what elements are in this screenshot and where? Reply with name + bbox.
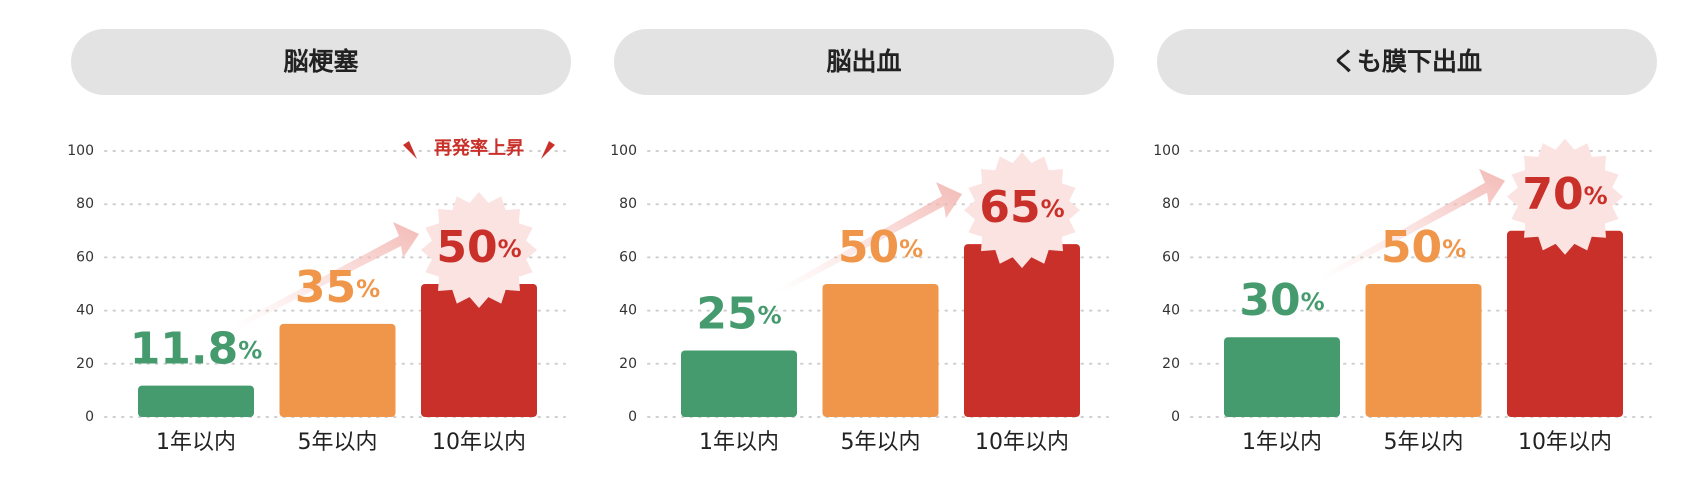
value-label: 35%: [295, 262, 380, 313]
annotation-tick: [403, 141, 417, 159]
chart-title: くも膜下出血: [1332, 47, 1482, 76]
bar: [822, 284, 939, 417]
trend-arrow: [1322, 168, 1505, 282]
value-label: 65%: [979, 182, 1064, 233]
bar: [279, 323, 396, 417]
y-tick-label: 0: [1171, 409, 1180, 425]
trend-arrow: [236, 222, 419, 330]
x-tick-label: 10年以内: [1518, 430, 1612, 455]
title-pill: [614, 29, 1114, 95]
y-tick-label: 100: [67, 143, 94, 159]
x-tick-label: 1年以内: [1242, 430, 1322, 455]
starburst: [421, 192, 537, 308]
title-pill: [1157, 29, 1657, 95]
bar: [1365, 284, 1482, 417]
y-tick-label: 0: [85, 409, 94, 425]
y-tick-label: 60: [619, 249, 637, 265]
value-label: 30%: [1239, 275, 1324, 326]
value-label: 50%: [838, 222, 923, 273]
value-label: 50%: [436, 222, 521, 273]
y-tick-label: 100: [610, 143, 637, 159]
value-label: 50%: [1381, 222, 1466, 273]
bar: [1224, 337, 1340, 417]
trend-arrow: [779, 182, 962, 295]
value-label: 11.8%: [130, 324, 263, 375]
bar: [1507, 230, 1623, 417]
title-pill: [71, 29, 571, 95]
y-tick-label: 20: [1162, 356, 1180, 372]
x-tick-label: 5年以内: [841, 430, 921, 455]
y-tick-label: 80: [1162, 196, 1180, 212]
starburst: [1507, 138, 1623, 255]
chart-title: 脳梗塞: [283, 47, 358, 76]
annotation: 再発率上昇: [434, 137, 524, 159]
y-tick-label: 60: [76, 249, 94, 265]
value-label: 25%: [696, 289, 781, 340]
y-tick-label: 80: [76, 196, 94, 212]
y-tick-label: 40: [1162, 303, 1180, 319]
x-tick-label: 1年以内: [156, 430, 236, 455]
y-tick-label: 20: [619, 356, 637, 372]
x-tick-label: 10年以内: [975, 430, 1069, 455]
x-tick-label: 5年以内: [1384, 430, 1464, 455]
y-tick-label: 40: [76, 303, 94, 319]
value-label: 70%: [1522, 169, 1607, 220]
y-tick-label: 60: [1162, 249, 1180, 265]
x-tick-label: 1年以内: [699, 430, 779, 455]
bar: [138, 385, 254, 417]
bar: [681, 350, 797, 417]
bar: [964, 244, 1080, 417]
y-tick-label: 20: [76, 356, 94, 372]
bar: [421, 284, 537, 417]
x-tick-label: 10年以内: [432, 430, 526, 455]
y-tick-label: 0: [628, 409, 637, 425]
starburst: [964, 152, 1080, 269]
y-tick-label: 40: [619, 303, 637, 319]
chart-title: 脳出血: [826, 47, 901, 76]
y-tick-label: 80: [619, 196, 637, 212]
y-tick-label: 100: [1153, 143, 1180, 159]
x-tick-label: 5年以内: [298, 430, 378, 455]
annotation-tick: [541, 141, 555, 159]
